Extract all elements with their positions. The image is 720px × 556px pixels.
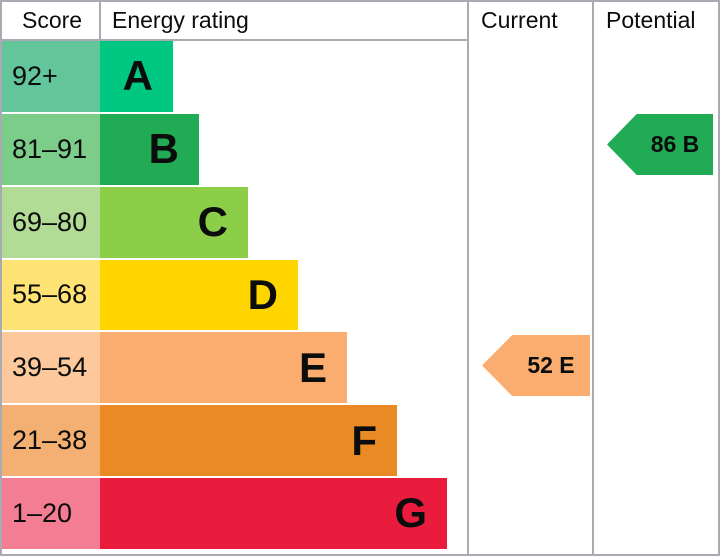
potential-rating-label: 86 B xyxy=(650,131,700,157)
band-bar: G xyxy=(100,478,447,549)
band-score-range: 21–38 xyxy=(12,425,88,456)
band-bar: F xyxy=(100,405,397,477)
current-column-divider xyxy=(467,0,469,556)
band-letter: G xyxy=(394,489,427,537)
band-bar: B xyxy=(100,113,199,185)
band-score-range: 39–54 xyxy=(12,352,88,383)
current-rating-label: 52 E xyxy=(527,352,575,378)
band-bar: D xyxy=(100,259,298,331)
band-bar: A xyxy=(100,41,173,112)
header-energy-rating: Energy rating xyxy=(112,7,249,33)
band-row-b: 81–91 B xyxy=(0,113,720,187)
band-score-range: 1–20 xyxy=(12,497,73,528)
band-score-cell: 39–54 xyxy=(0,332,100,404)
band-letter: E xyxy=(298,343,327,391)
band-letter: B xyxy=(148,125,179,173)
band-letter: A xyxy=(122,52,153,100)
band-score-cell: 81–91 xyxy=(0,113,100,185)
header-current: Current xyxy=(481,7,558,33)
band-row-f: 21–38 F xyxy=(0,405,720,478)
chart-body: 92+ A 81–91 B 69–80 C 55–68 D 39–54 E 21… xyxy=(0,41,720,551)
band-letter: F xyxy=(351,416,377,464)
band-score-cell: 55–68 xyxy=(0,259,100,331)
band-score-range: 92+ xyxy=(12,60,58,91)
band-row-a: 92+ A xyxy=(0,41,720,114)
band-row-g: 1–20 G xyxy=(0,478,720,551)
band-score-cell: 1–20 xyxy=(0,478,100,549)
band-row-c: 69–80 C xyxy=(0,186,720,260)
band-score-cell: 69–80 xyxy=(0,186,100,258)
band-score-range: 69–80 xyxy=(12,206,88,237)
potential-column-divider xyxy=(592,0,594,556)
band-letter: C xyxy=(197,198,228,246)
band-row-e: 39–54 E xyxy=(0,332,720,405)
band-bar: C xyxy=(100,186,248,258)
score-column-divider xyxy=(99,0,101,40)
band-score-cell: 21–38 xyxy=(0,405,100,477)
potential-rating-arrow: 86 B xyxy=(607,114,713,175)
band-score-range: 55–68 xyxy=(12,279,88,310)
band-score-cell: 92+ xyxy=(0,41,100,112)
header-score: Score xyxy=(22,7,83,33)
chart-header: Score Energy rating Current Potential xyxy=(0,0,720,40)
band-bar: E xyxy=(100,332,347,404)
band-row-d: 55–68 D xyxy=(0,259,720,333)
band-score-range: 81–91 xyxy=(12,133,88,164)
header-potential: Potential xyxy=(606,7,696,33)
header-underline xyxy=(0,39,468,41)
band-letter: D xyxy=(247,270,278,318)
